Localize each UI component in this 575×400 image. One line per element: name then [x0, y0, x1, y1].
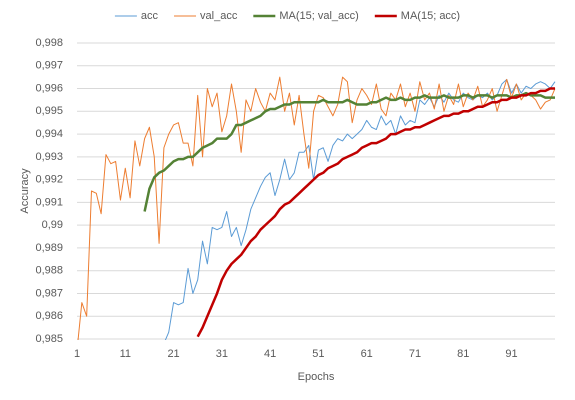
x-tick-label: 1 [74, 348, 80, 360]
y-tick-label: 0,985 [35, 333, 63, 345]
y-tick-label: 0,995 [35, 105, 63, 117]
y-tick-label: 0,998 [35, 37, 63, 49]
y-tick-label: 0,994 [35, 128, 63, 140]
plot-area [77, 76, 556, 340]
y-tick-label: 0,988 [35, 265, 63, 277]
x-tick-label: 11 [120, 348, 131, 360]
y-tick-label: 0,989 [35, 242, 63, 254]
y-tick-label: 0,997 [35, 60, 63, 72]
legend-label: val_acc [200, 10, 238, 22]
y-tick-label: 0,991 [35, 196, 63, 208]
y-tick-label: 0,996 [35, 82, 63, 94]
y-tick-label: 0,986 [35, 310, 63, 322]
legend-item: MA(15; val_acc) [253, 10, 359, 22]
grid: 0,985 0,986 0,987 0,988 0,989 0,99 0,991 0,992 0… [35, 37, 555, 360]
x-tick-label: 31 [216, 348, 228, 360]
x-tick-label: 21 [167, 348, 179, 360]
y-tick-label: 0,993 [35, 151, 63, 163]
x-tick-label: 91 [505, 348, 517, 360]
legend-item: val_acc [174, 10, 238, 22]
legend-label: MA(15; val_acc) [279, 10, 358, 22]
series-line [143, 91, 555, 212]
x-tick-label: 41 [264, 348, 276, 360]
x-tick-label: 81 [457, 348, 469, 360]
legend-item: MA(15; acc) [374, 10, 460, 22]
y-axis-title: Accuracy [19, 168, 31, 214]
legend-item: acc [114, 10, 159, 22]
x-tick-label: 71 [409, 348, 421, 360]
legend: acc val_acc MA(15; val_acc) MA(15; acc) [114, 10, 460, 22]
legend-label: acc [141, 10, 159, 22]
y-tick-label: 0,992 [35, 174, 63, 186]
x-tick-label: 51 [312, 348, 324, 360]
x-axis-title: Epochs [298, 371, 335, 383]
legend-label: MA(15; acc) [401, 10, 460, 22]
y-tick-label: 0,99 [42, 219, 63, 231]
series-line [196, 87, 555, 338]
y-tick-label: 0,987 [35, 287, 63, 299]
x-tick-label: 61 [361, 348, 373, 360]
